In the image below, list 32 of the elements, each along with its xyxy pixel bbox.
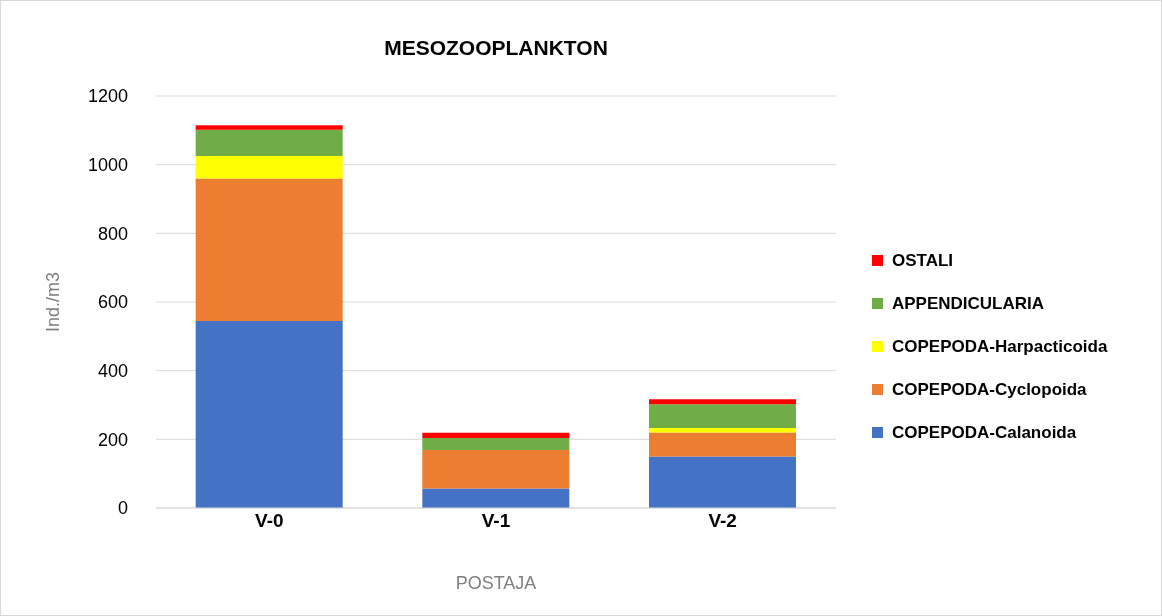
legend-label: COPEPODA-Harpacticoida <box>892 336 1108 357</box>
legend-label: OSTALI <box>892 250 954 271</box>
y-tick-label: 800 <box>97 223 128 244</box>
y-tick-label: 200 <box>97 429 128 450</box>
x-tick-label: V-1 <box>481 510 511 532</box>
bar <box>649 399 796 405</box>
legend-label: APPENDICULARIA <box>892 293 1045 314</box>
bar <box>195 178 343 321</box>
bar <box>422 432 570 438</box>
bar <box>649 404 796 428</box>
bar <box>649 428 796 433</box>
bar <box>422 488 570 508</box>
bar <box>649 456 796 508</box>
y-tick-label: 1200 <box>87 86 128 107</box>
chart-title: MESOZOOPLANKTON <box>383 36 609 60</box>
x-tick-label: V-0 <box>255 510 284 532</box>
y-tick-label: 0 <box>117 498 128 519</box>
bar <box>422 437 570 450</box>
y-axis-title: Ind./m3 <box>43 271 64 333</box>
y-tick-label: 600 <box>97 292 128 313</box>
y-tick-label: 1000 <box>87 155 128 176</box>
bar <box>422 449 570 489</box>
x-tick-label: V-2 <box>708 510 737 532</box>
y-tick-label: 400 <box>97 361 128 382</box>
bar <box>195 156 343 179</box>
x-axis-title: POSTAJA <box>455 573 537 593</box>
bar <box>195 129 343 157</box>
legend-label: COPEPODA-Calanoida <box>892 422 1077 443</box>
legend-label: COPEPODA-Cyclopoida <box>892 379 1087 400</box>
bar <box>195 320 343 508</box>
bar <box>195 125 343 130</box>
bar <box>649 432 796 457</box>
